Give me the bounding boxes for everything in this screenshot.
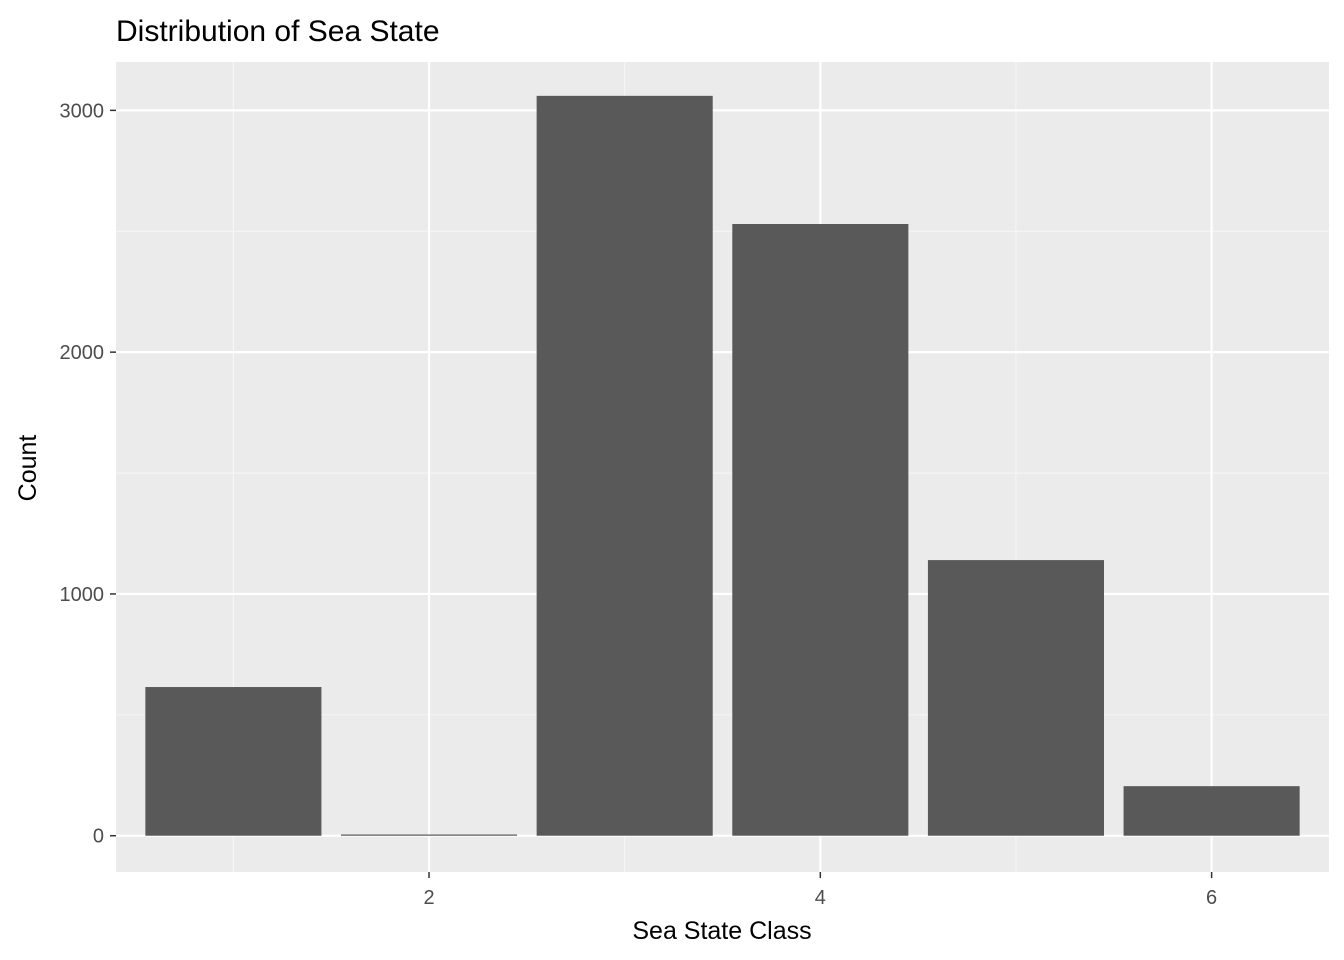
x-axis-title: Sea State Class	[632, 917, 811, 945]
x-tick-label: 4	[815, 887, 826, 909]
chart-title: Distribution of Sea State	[116, 15, 440, 48]
y-tick-label: 3000	[60, 100, 105, 122]
x-tick-label: 2	[423, 887, 434, 909]
bar	[1123, 786, 1300, 836]
bar	[536, 95, 713, 836]
bar	[340, 834, 518, 836]
y-axis: 0 1000 2000 3000	[60, 100, 116, 848]
bar	[927, 560, 1105, 836]
y-tick-label: 2000	[60, 342, 105, 364]
y-tick-label: 1000	[60, 584, 105, 606]
bar	[732, 224, 909, 836]
y-axis-title: Count	[14, 435, 42, 502]
y-tick-label: 0	[93, 826, 104, 848]
bar	[145, 687, 322, 836]
bars	[145, 95, 1300, 836]
x-axis: 2 4 6	[423, 872, 1217, 909]
x-tick-label: 6	[1206, 887, 1217, 909]
